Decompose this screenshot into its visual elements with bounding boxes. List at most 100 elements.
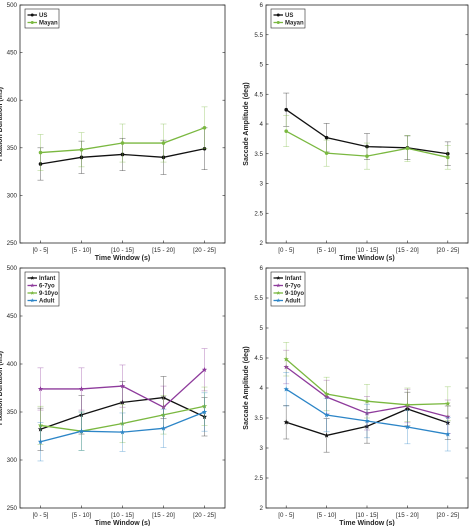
chart-panel-2: 2 2.5 3 3.5 4 4.5 5 5.5 6 [0 - 5] [5 - 10] [10 - 15… <box>243 2 469 262</box>
x-tick-label: [5 - 10] <box>317 512 337 519</box>
legend-label: Infant <box>39 276 55 282</box>
y-tick-label: 450 <box>7 313 18 320</box>
data-point <box>404 424 411 430</box>
data-point <box>365 154 369 158</box>
data-point <box>78 386 85 392</box>
data-point <box>445 400 451 406</box>
x-tick-label: [10 - 15] <box>356 247 379 254</box>
legend-marker <box>276 298 281 303</box>
y-tick-label: 250 <box>7 240 18 247</box>
x-tick-label: [0 - 5] <box>278 247 294 254</box>
legend-label: Mayan <box>39 21 58 27</box>
data-point <box>161 141 166 145</box>
x-tick-label: [5 - 10] <box>72 247 92 254</box>
y-tick-label: 3 <box>260 445 264 452</box>
y-tick-label: 250 <box>7 505 18 512</box>
data-point <box>38 150 43 155</box>
y-tick-label: 5.5 <box>254 32 263 39</box>
y-tick-label: 4 <box>260 385 264 392</box>
y-axis-label: Saccade Amplitude (deg) <box>243 346 250 429</box>
legend-marker <box>276 13 280 17</box>
data-point <box>405 146 410 151</box>
legend-label: US <box>285 13 293 19</box>
legend-marker <box>30 21 34 24</box>
y-tick-label: 3.5 <box>254 151 263 158</box>
y-tick-label: 5 <box>260 325 264 332</box>
x-axis-label: Time Window (s) <box>95 520 150 526</box>
x-tick-label: [20 - 25] <box>436 247 459 254</box>
plot-frame <box>265 4 469 244</box>
legend-marker <box>276 290 281 295</box>
y-tick-label: 6 <box>260 2 264 9</box>
legend-marker <box>30 290 35 295</box>
y-axis-label: Fixation Duration (ms) <box>0 351 4 425</box>
x-tick-label: [15 - 20] <box>152 512 175 519</box>
legend-marker <box>30 298 35 303</box>
y-tick-label: 6 <box>260 265 264 272</box>
data-point <box>37 386 44 392</box>
x-tick-label: [5 - 10] <box>72 512 92 519</box>
series-mayan <box>283 115 451 170</box>
y-tick-label: 5 <box>260 62 264 69</box>
legend-label: Mayan <box>285 21 304 27</box>
legend-label: Adult <box>285 299 300 305</box>
x-tick-label: [15 - 20] <box>152 247 175 254</box>
legend-marker <box>30 13 34 17</box>
y-tick-label: 4.5 <box>254 91 263 98</box>
y-tick-label: 350 <box>7 409 18 416</box>
y-tick-label: 400 <box>7 97 18 104</box>
y-axis-label: Saccade Amplitude (deg) <box>243 82 250 165</box>
data-point <box>283 386 289 392</box>
x-tick-label: [5 - 10] <box>317 247 337 254</box>
data-point <box>120 141 125 145</box>
data-point <box>364 418 370 424</box>
x-tick-label: [20 - 25] <box>193 512 216 519</box>
legend-label: 9-10yo <box>39 291 58 297</box>
y-tick-label: 4.5 <box>254 355 263 362</box>
y-tick-label: 500 <box>7 2 18 9</box>
x-tick-label: [20 - 25] <box>436 512 459 519</box>
legend-label: Adult <box>39 299 54 305</box>
x-axis-label: Time Window (s) <box>339 520 394 526</box>
y-tick-label: 350 <box>7 145 18 152</box>
x-axis-label: Time Window (s) <box>339 255 394 262</box>
x-tick-label: [0 - 5] <box>33 247 49 254</box>
data-point <box>323 432 330 438</box>
data-point <box>202 126 207 130</box>
x-tick-label: [10 - 15] <box>356 512 379 519</box>
legend-marker <box>30 283 35 288</box>
y-tick-label: 300 <box>7 457 18 464</box>
x-tick-label: [15 - 20] <box>396 512 419 519</box>
x-tick-label: [0 - 5] <box>278 512 294 519</box>
legend-label: US <box>39 13 47 19</box>
legend-label: 6-7yo <box>285 284 301 290</box>
data-point <box>160 425 167 431</box>
legend-label: Infant <box>285 276 301 282</box>
data-point <box>119 429 126 435</box>
chart-panel-3: 250 300 350 400 450 500 [0 - 5] [5 - 10] [10 - 1… <box>0 265 226 526</box>
legend-label: 6-7yo <box>39 284 55 290</box>
y-tick-label: 450 <box>7 50 18 57</box>
x-tick-label: [10 - 15] <box>111 512 134 519</box>
legend-marker <box>276 283 281 288</box>
y-tick-label: 2.5 <box>254 210 263 217</box>
legend-marker <box>276 21 280 24</box>
data-point <box>324 135 329 140</box>
x-axis-label: Time Window (s) <box>95 255 150 262</box>
y-tick-label: 3.5 <box>254 415 263 422</box>
y-axis-label: Fixation Duration (ms) <box>0 87 4 161</box>
y-tick-label: 2 <box>260 240 264 247</box>
chart-panel-4: 2 2.5 3 3.5 4 4.5 5 5.5 6 [0 - 5] [5 - 10] [10 - 15… <box>243 265 469 526</box>
data-point <box>78 428 85 434</box>
y-tick-label: 3 <box>260 181 264 188</box>
data-point <box>201 366 208 373</box>
chart-panel-1: 250 300 350 400 450 500 [0 - 5] [5 - 10] [10 - 1… <box>0 2 226 262</box>
data-point <box>284 107 289 112</box>
data-point <box>324 151 329 155</box>
data-point <box>364 398 370 404</box>
y-tick-label: 2.5 <box>254 475 263 482</box>
y-tick-label: 300 <box>7 192 18 199</box>
data-point <box>79 147 84 152</box>
